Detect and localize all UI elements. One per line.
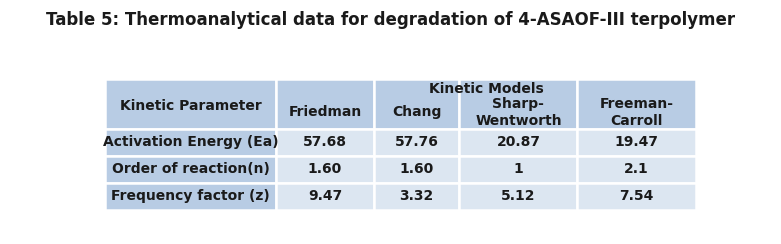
- FancyBboxPatch shape: [105, 156, 276, 183]
- FancyBboxPatch shape: [373, 156, 459, 183]
- FancyBboxPatch shape: [276, 156, 373, 183]
- FancyBboxPatch shape: [459, 183, 577, 210]
- Text: Table 5: Thermoanalytical data for degradation of 4-ASAOF-III terpolymer: Table 5: Thermoanalytical data for degra…: [46, 11, 735, 29]
- Text: Friedman: Friedman: [288, 105, 362, 120]
- Text: Sharp-
Wentworth: Sharp- Wentworth: [475, 97, 562, 128]
- FancyBboxPatch shape: [459, 156, 577, 183]
- Text: Kinetic Models: Kinetic Models: [429, 82, 544, 96]
- FancyBboxPatch shape: [459, 129, 577, 156]
- FancyBboxPatch shape: [577, 79, 696, 129]
- FancyBboxPatch shape: [373, 79, 459, 129]
- Text: 1.60: 1.60: [308, 162, 342, 176]
- Text: 1: 1: [514, 162, 523, 176]
- Text: 19.47: 19.47: [615, 135, 658, 149]
- FancyBboxPatch shape: [276, 79, 373, 129]
- Text: 7.54: 7.54: [619, 189, 654, 203]
- Text: 2.1: 2.1: [624, 162, 649, 176]
- Text: Kinetic Parameter: Kinetic Parameter: [119, 100, 262, 113]
- FancyBboxPatch shape: [373, 183, 459, 210]
- FancyBboxPatch shape: [577, 183, 696, 210]
- Text: 9.47: 9.47: [308, 189, 342, 203]
- Text: 1.60: 1.60: [399, 162, 433, 176]
- Text: 20.87: 20.87: [497, 135, 540, 149]
- FancyBboxPatch shape: [459, 79, 577, 129]
- FancyBboxPatch shape: [105, 79, 276, 129]
- FancyBboxPatch shape: [105, 129, 276, 156]
- FancyBboxPatch shape: [373, 129, 459, 156]
- FancyBboxPatch shape: [105, 183, 276, 210]
- FancyBboxPatch shape: [577, 129, 696, 156]
- FancyBboxPatch shape: [276, 129, 373, 156]
- Text: Freeman-
Carroll: Freeman- Carroll: [600, 97, 673, 128]
- FancyBboxPatch shape: [276, 183, 373, 210]
- Text: 57.76: 57.76: [394, 135, 438, 149]
- Text: 3.32: 3.32: [399, 189, 433, 203]
- FancyBboxPatch shape: [577, 156, 696, 183]
- Text: 5.12: 5.12: [501, 189, 536, 203]
- Text: Chang: Chang: [392, 105, 441, 120]
- Text: Frequency factor (z): Frequency factor (z): [111, 189, 270, 203]
- Text: Order of reaction(n): Order of reaction(n): [112, 162, 269, 176]
- Text: 57.68: 57.68: [303, 135, 347, 149]
- Text: Activation Energy (Ea): Activation Energy (Ea): [103, 135, 278, 149]
